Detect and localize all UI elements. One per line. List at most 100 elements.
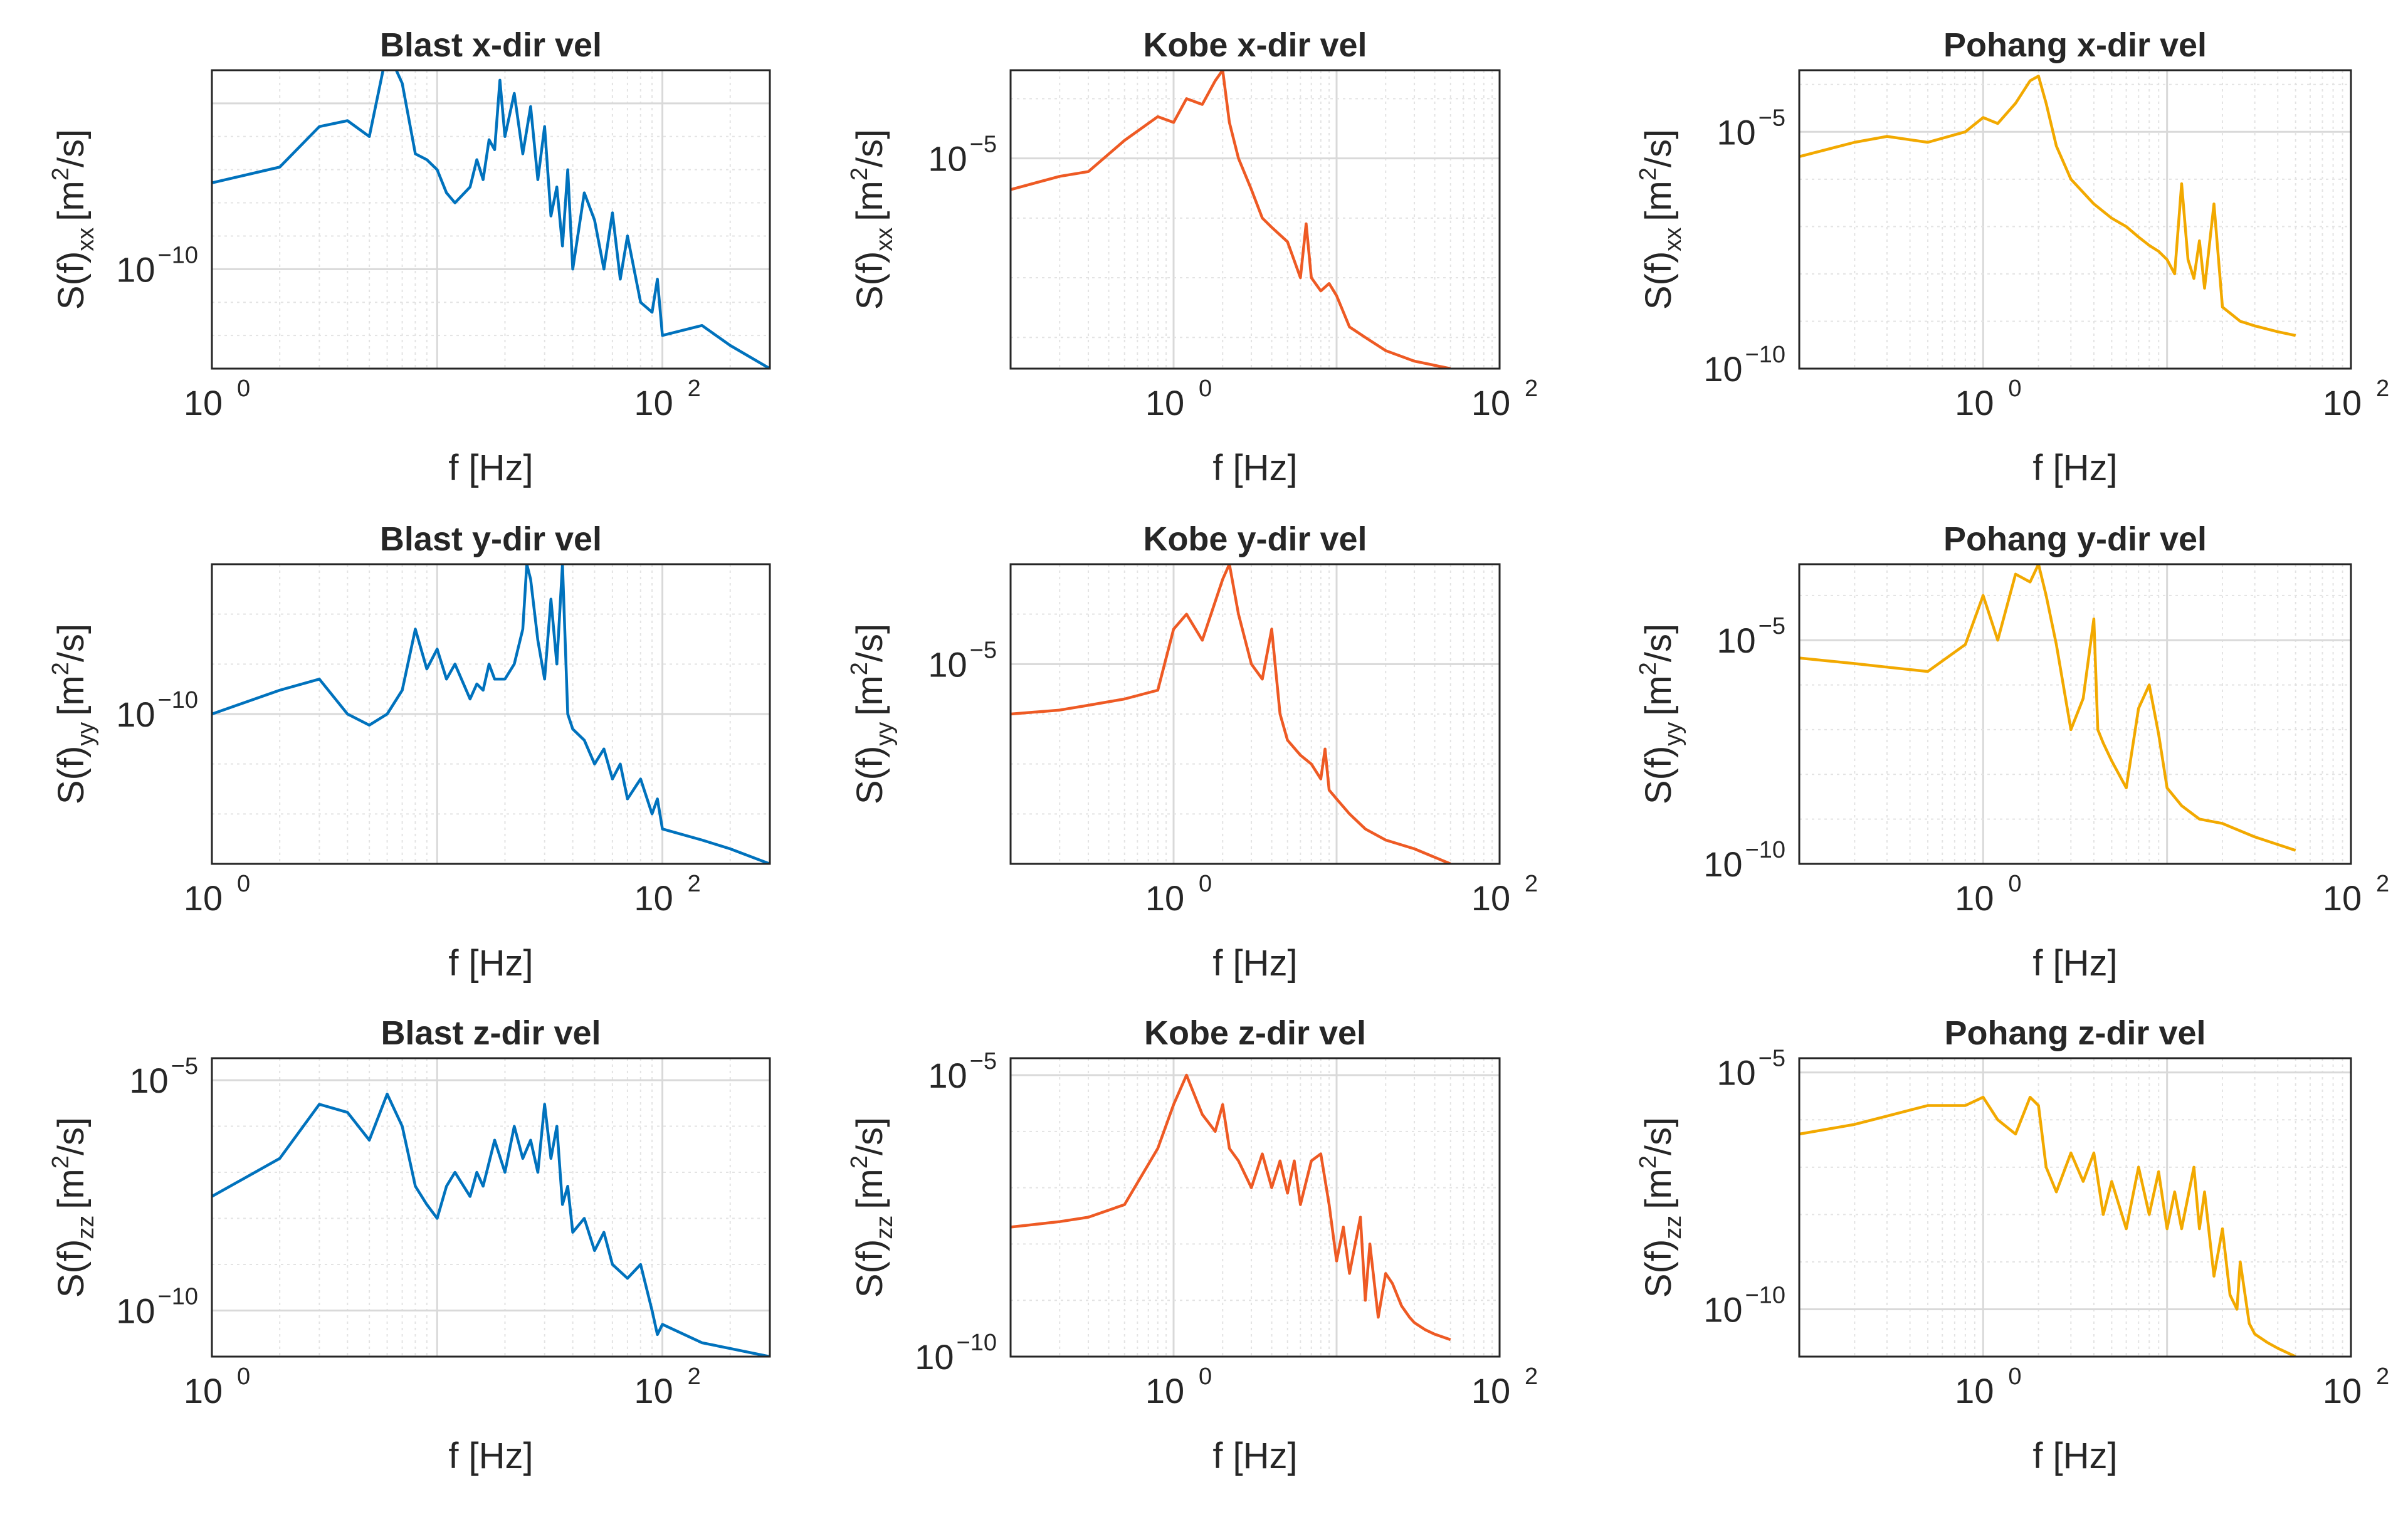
- y-tick-label: 10: [928, 1056, 967, 1095]
- x-tick-exponent: 2: [688, 1363, 701, 1390]
- panel-title: Kobe z-dir vel: [1144, 1014, 1366, 1052]
- axes-box: [211, 1057, 771, 1358]
- x-tick-label: 10: [2323, 383, 2362, 423]
- y-tick-exponent: −10: [1745, 837, 1785, 863]
- x-axis-label: f [Hz]: [1212, 448, 1297, 488]
- x-tick-label: 10: [634, 383, 673, 423]
- x-axis-label: f [Hz]: [448, 448, 533, 488]
- y-axis-label: S(f)yy[m2/s]: [1635, 624, 1686, 804]
- y-tick-label: 10: [1717, 621, 1755, 660]
- y-tick-exponent: −5: [970, 637, 997, 663]
- y-axis-label: S(f)xx[m2/s]: [48, 129, 99, 310]
- series-line-blast: [212, 564, 770, 864]
- plot-area: [1799, 70, 2351, 369]
- x-tick-exponent: 0: [237, 871, 250, 897]
- x-tick-exponent: 2: [1525, 376, 1538, 402]
- axes-box: [211, 69, 771, 370]
- x-axis-label: f [Hz]: [1212, 1436, 1297, 1476]
- panel-title: Blast z-dir vel: [381, 1014, 601, 1052]
- y-tick-label: 10: [129, 1061, 168, 1100]
- panel-title: Kobe y-dir vel: [1143, 520, 1367, 558]
- x-tick-exponent: 2: [688, 376, 701, 402]
- y-axis-label: S(f)xx[m2/s]: [1635, 129, 1686, 310]
- y-tick-exponent: −5: [970, 1048, 997, 1075]
- y-axis-label: S(f)zz[m2/s]: [846, 1117, 898, 1298]
- x-tick-label: 10: [184, 1371, 223, 1411]
- y-tick-exponent: −5: [1759, 613, 1785, 639]
- y-tick-exponent: −5: [1759, 105, 1785, 131]
- y-tick-exponent: −5: [1759, 1046, 1785, 1072]
- plot-area: [1011, 70, 1500, 369]
- panel-title: Blast x-dir vel: [380, 26, 602, 64]
- x-tick-label: 10: [1955, 1371, 1994, 1411]
- x-tick-exponent: 2: [2376, 871, 2389, 897]
- y-tick-label: 10: [116, 1291, 155, 1331]
- x-axis-label: f [Hz]: [448, 1436, 533, 1476]
- series-line-pohang: [1799, 75, 2296, 337]
- y-tick-exponent: −10: [957, 1330, 997, 1356]
- y-tick-exponent: −10: [158, 242, 198, 268]
- y-tick-exponent: −5: [970, 132, 997, 158]
- y-tick-label: 10: [915, 1337, 954, 1377]
- x-tick-label: 10: [1955, 383, 1994, 423]
- x-tick-exponent: 2: [2376, 1363, 2389, 1390]
- x-tick-label: 10: [1145, 878, 1184, 918]
- x-tick-exponent: 2: [688, 871, 701, 897]
- series-line-kobe: [1011, 1073, 1451, 1342]
- y-axis-label: S(f)yy[m2/s]: [846, 624, 898, 804]
- x-tick-label: 10: [1471, 878, 1510, 918]
- x-tick-label: 10: [634, 878, 673, 918]
- panel-title: Blast y-dir vel: [380, 520, 602, 558]
- plot-area: [212, 1058, 770, 1357]
- x-tick-label: 10: [634, 1371, 673, 1411]
- plot-area: [212, 70, 770, 369]
- x-tick-exponent: 0: [2008, 871, 2021, 897]
- x-tick-exponent: 0: [1199, 871, 1212, 897]
- axes-box: [1798, 563, 2352, 865]
- plot-area: [1799, 564, 2351, 864]
- x-tick-label: 10: [1471, 383, 1510, 423]
- y-axis-label: S(f)zz[m2/s]: [1635, 1117, 1686, 1298]
- y-tick-label: 10: [116, 250, 155, 289]
- y-tick-exponent: −10: [1745, 342, 1785, 368]
- series-line-blast: [212, 70, 770, 369]
- axes-box: [1009, 69, 1501, 370]
- x-tick-exponent: 2: [1525, 871, 1538, 897]
- x-tick-exponent: 2: [2376, 376, 2389, 402]
- x-axis-label: f [Hz]: [1212, 943, 1297, 984]
- series-line-pohang: [1799, 1095, 2296, 1357]
- x-axis-label: f [Hz]: [2032, 1436, 2117, 1476]
- y-tick-exponent: −10: [1745, 1282, 1785, 1308]
- y-axis-label: S(f)xx[m2/s]: [846, 129, 898, 310]
- y-tick-exponent: −10: [158, 687, 198, 713]
- x-tick-exponent: 0: [1199, 1363, 1212, 1390]
- panel-title: Pohang z-dir vel: [1944, 1014, 2206, 1052]
- x-tick-exponent: 0: [1199, 376, 1212, 402]
- series-line-kobe: [1011, 564, 1451, 864]
- y-tick-label: 10: [928, 139, 967, 179]
- axes-box: [1009, 1057, 1501, 1358]
- panel-title: Kobe x-dir vel: [1143, 26, 1367, 64]
- y-axis-label: S(f)yy[m2/s]: [48, 624, 99, 804]
- plot-area: [1011, 1058, 1500, 1357]
- x-tick-exponent: 2: [1525, 1363, 1538, 1390]
- x-tick-label: 10: [2323, 1371, 2362, 1411]
- x-axis-label: f [Hz]: [2032, 943, 2117, 984]
- x-axis-label: f [Hz]: [2032, 448, 2117, 488]
- panel-title: Pohang x-dir vel: [1943, 26, 2207, 64]
- y-tick-exponent: −10: [158, 1284, 198, 1310]
- y-tick-label: 10: [928, 644, 967, 684]
- y-tick-label: 10: [1703, 1290, 1742, 1329]
- x-tick-label: 10: [1471, 1371, 1510, 1411]
- series-line-blast: [212, 1092, 770, 1357]
- axes-box: [1009, 563, 1501, 865]
- y-tick-exponent: −5: [171, 1053, 198, 1080]
